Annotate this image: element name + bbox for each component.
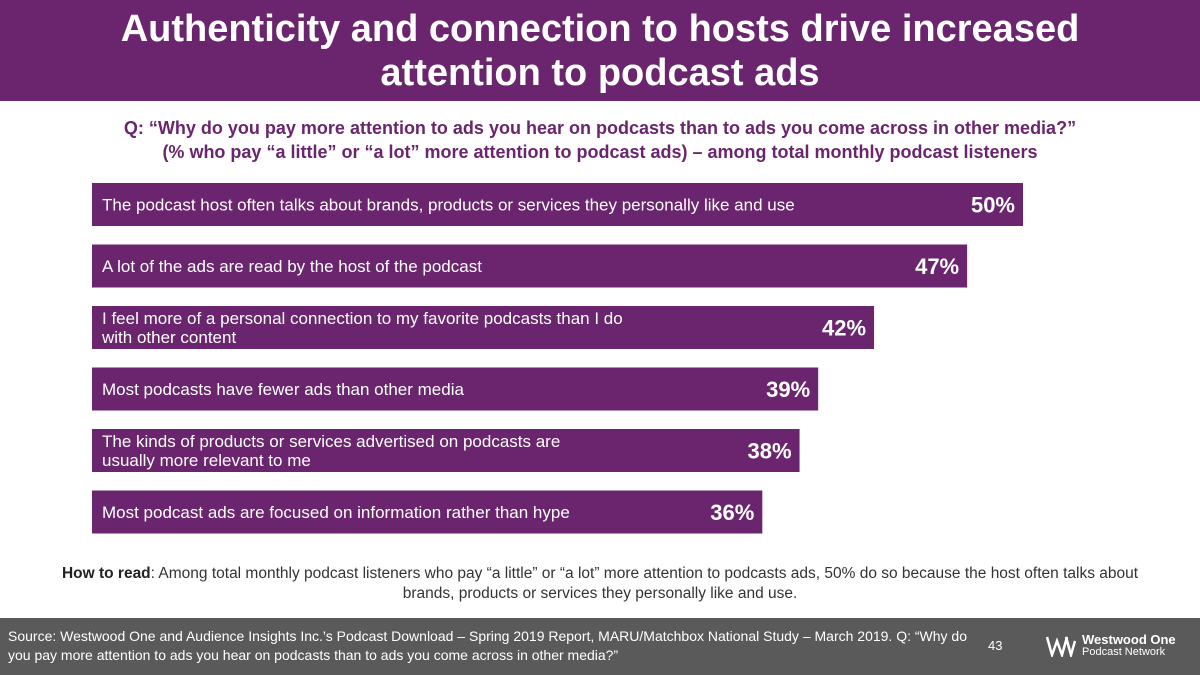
logo-wave-icon (1046, 636, 1076, 657)
bar-6 (92, 490, 763, 534)
bar-label-2: A lot of the ads are read by the host of… (102, 257, 482, 276)
footer: Source: Westwood One and Audience Insigh… (0, 618, 1200, 675)
bar-value-4: 39% (766, 377, 810, 402)
page-number: 43 (988, 638, 1003, 653)
how-to-read-label: How to read (61, 565, 151, 582)
bar-chart: The podcast host often talks about brand… (92, 183, 1023, 534)
bar-label-1: The podcast host often talks about brand… (102, 196, 795, 215)
page-title: Authenticity and connection to hosts dri… (120, 7, 1080, 94)
question-line-2: (% who pay “a little” or “a lot” more at… (162, 142, 1038, 162)
westwood-one-logo: Westwood One Podcast Network (1046, 633, 1176, 659)
bar-label-4: Most podcasts have fewer ads than other … (102, 380, 464, 399)
bar-5 (92, 429, 800, 472)
question-line-1: Q: “Why do you pay more attention to ads… (123, 118, 1077, 138)
bar-3 (92, 306, 875, 349)
bar-label-6: Most podcast ads are focused on informat… (102, 503, 570, 522)
logo-title: Westwood One (1082, 632, 1176, 647)
bar-2 (92, 244, 968, 288)
bar-label-3: I feel more of a personal connection to … (101, 309, 623, 347)
bar-value-3: 42% (822, 316, 866, 341)
how-to-read: How to read: Among total monthly podcast… (60, 564, 1140, 604)
logo-subtitle: Podcast Network (1082, 646, 1166, 658)
bar-label-5: The kinds of products or services advert… (102, 432, 560, 470)
bar-value-1: 50% (971, 193, 1015, 218)
bar-value-6: 36% (710, 500, 754, 525)
survey-question: Q: “Why do you pay more attention to ads… (40, 116, 1160, 164)
how-to-read-text: : Among total monthly podcast listeners … (150, 565, 1139, 602)
bar-1 (92, 183, 1023, 226)
bar-value-5: 38% (748, 439, 792, 464)
source-note: Source: Westwood One and Audience Insigh… (8, 628, 967, 663)
bar-4 (92, 367, 819, 411)
bar-value-2: 47% (915, 254, 959, 279)
title-banner: Authenticity and connection to hosts dri… (0, 0, 1200, 101)
